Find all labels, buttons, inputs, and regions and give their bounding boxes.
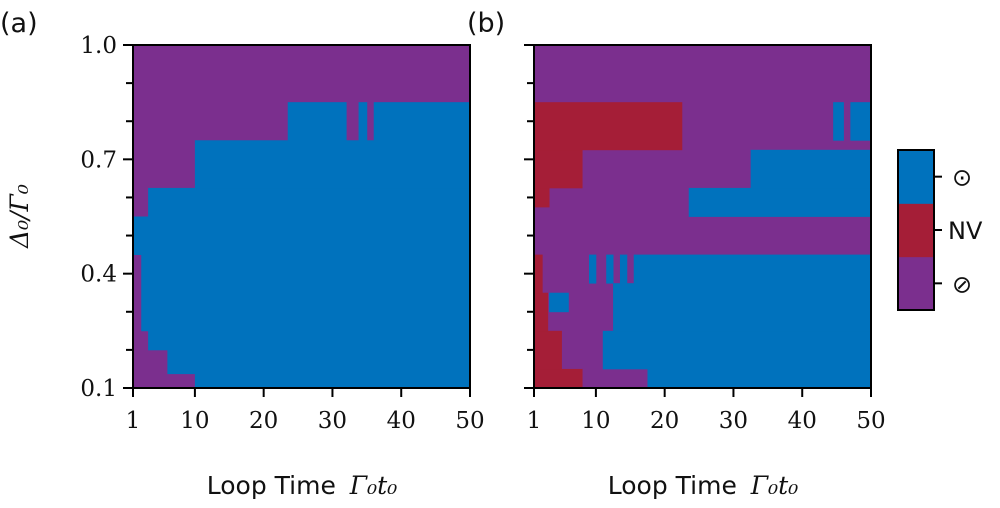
x-ticks-b: 1 10 20 30 40 50 (527, 388, 886, 434)
x-tick-label: 30 (719, 408, 748, 434)
panel-b: (b) 1 10 20 30 40 50 Loop Time Γ₀t₀ (467, 8, 886, 500)
x-tick-label: 20 (650, 408, 679, 434)
heatmap-cell-nv (534, 102, 683, 151)
heatmap-cell-odot (750, 149, 872, 189)
colorbar-label-oslash: ⊘ (952, 270, 972, 298)
heatmap-cell-odot (647, 368, 872, 389)
colorbar-segment-odot (898, 150, 934, 204)
heatmap-cell-odot (549, 292, 569, 313)
x-axis-title-text-b: Loop Time (608, 471, 737, 500)
x-tick-label: 10 (180, 408, 209, 434)
heatmap-cell-odot (619, 254, 628, 284)
x-axis-title-text-a: Loop Time (207, 471, 336, 500)
x-tick-label: 40 (788, 408, 817, 434)
panel-label-a: (a) (0, 8, 38, 39)
x-axis-title-a: Loop Time Γ₀t₀ (207, 471, 397, 500)
heatmap-cell-odot (633, 254, 872, 284)
heatmap-cell-odot (358, 102, 368, 141)
heatmap-cell-odot (850, 102, 872, 141)
colorbar-segment-nv (898, 203, 934, 258)
y-tick-label: 0.1 (80, 376, 117, 402)
heatmap-cell-odot (194, 140, 471, 189)
heatmap-cell-odot (287, 102, 347, 141)
x-axis-title-math-a: Γ₀t₀ (349, 471, 397, 500)
x-tick-label: 30 (318, 408, 347, 434)
x-tick-label: 1 (126, 408, 141, 434)
x-tick-label: 1 (527, 408, 542, 434)
heatmap-cell-odot (133, 216, 471, 256)
heatmap-cell-nv (534, 292, 549, 332)
heatmap-cell-odot (141, 273, 471, 332)
heatmap-cell-odot (141, 254, 471, 275)
heatmap-cell-odot (833, 102, 844, 141)
heatmap-cell-odot (148, 187, 471, 217)
y-ticks-a: 0.1 0.4 0.7 1.0 (80, 33, 133, 402)
colorbar-frame (897, 149, 935, 311)
heatmap-cell-nv (534, 254, 543, 294)
y-axis-title-a: Δ₀/Γ₀ (5, 184, 34, 249)
heatmap-cell-nv (534, 149, 583, 189)
heatmap-cell-odot (167, 349, 471, 375)
heatmap-cell-odot (606, 254, 614, 284)
y-tick-label: 0.7 (80, 147, 117, 173)
heatmap-cell-odot (688, 187, 872, 217)
colorbar-label-odot: ⊙ (952, 164, 972, 192)
x-tick-label: 50 (455, 408, 484, 434)
plot-frame-a (132, 44, 471, 389)
heatmap-cell-odot (589, 254, 597, 284)
heatmap-cell-odot (194, 373, 471, 389)
panel-label-b: (b) (467, 8, 505, 39)
heatmap-cell-nv (534, 330, 562, 370)
heatmap-cell-nv (534, 368, 583, 389)
x-tick-label: 40 (387, 408, 416, 434)
heatmap-cells-a (133, 45, 471, 389)
colorbar-label-nv: NV (948, 217, 983, 245)
x-axis-title-b: Loop Time Γ₀t₀ (608, 471, 798, 500)
heatmap-cell-odot (602, 330, 872, 370)
x-axis-title-math-b: Γ₀t₀ (750, 471, 798, 500)
y-tick-label: 1.0 (80, 33, 117, 59)
y-tick-label: 0.4 (80, 262, 117, 288)
plot-frame-b (533, 44, 872, 389)
colorbar: ⊘ NV ⊙ (897, 149, 983, 311)
y-ticks-b (524, 44, 534, 389)
x-tick-label: 50 (856, 408, 885, 434)
heatmap-cell-odot (613, 283, 872, 332)
colorbar-segment-oslash (898, 256, 934, 311)
heatmap-cells-b (534, 45, 872, 389)
x-tick-label: 10 (581, 408, 610, 434)
heatmap-cell-odot (148, 330, 471, 351)
heatmap-cell-nv (534, 187, 550, 208)
heatmap-cell-odot (373, 102, 471, 141)
x-ticks-a: 1 10 20 30 40 50 (126, 388, 485, 434)
x-tick-label: 20 (249, 408, 278, 434)
panel-a: (a) 1 10 20 30 40 50 0.1 0.4 0.7 1.0 Loop Time Γ… (0, 8, 485, 500)
